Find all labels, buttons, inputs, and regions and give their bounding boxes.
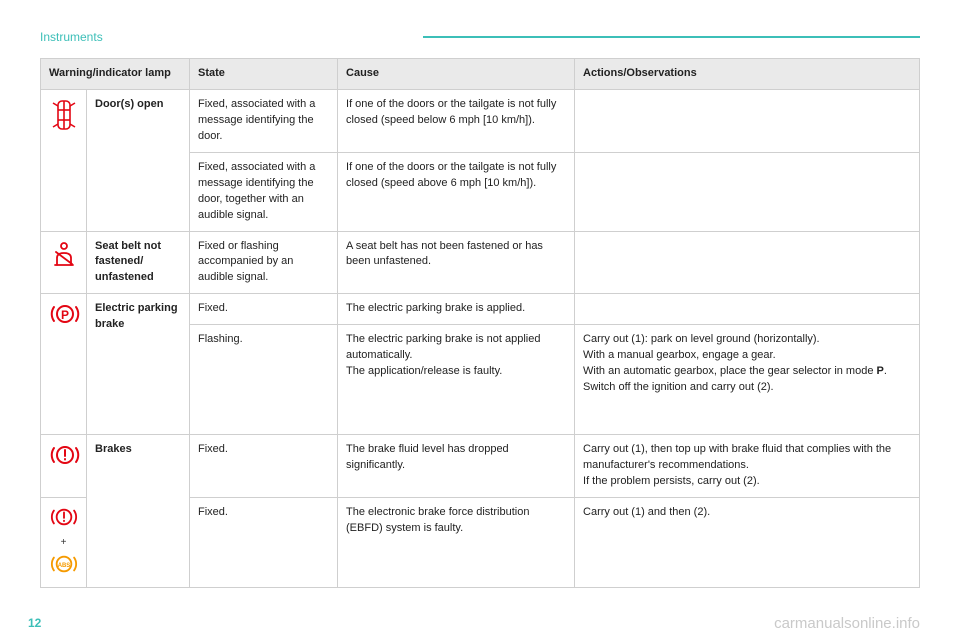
- col-lamp: Warning/indicator lamp: [41, 59, 190, 90]
- row-name-door: Door(s) open: [87, 89, 190, 231]
- section-header: Instruments: [40, 30, 920, 44]
- cell-cause: The electric parking brake is applied.: [338, 294, 575, 325]
- svg-text:ABS: ABS: [58, 562, 71, 568]
- action-line: With a manual gearbox, engage a gear.: [583, 349, 776, 361]
- row-name-parking: Electric parking brake: [87, 294, 190, 435]
- cell-actions: [575, 89, 920, 152]
- cell-state: Fixed or flashing accompanied by an audi…: [190, 231, 338, 294]
- cell-actions: Carry out (1) and then (2).: [575, 498, 920, 588]
- cell-cause: The brake fluid level has dropped signif…: [338, 435, 575, 498]
- page: Instruments Warning/indicator lamp State…: [0, 0, 960, 640]
- cell-cause: If one of the doors or the tailgate is n…: [338, 89, 575, 152]
- parking-brake-icon: P: [49, 302, 81, 326]
- mode-p: P: [877, 365, 884, 377]
- cell-state: Fixed.: [190, 294, 338, 325]
- col-cause: Cause: [338, 59, 575, 90]
- table-header-row: Warning/indicator lamp State Cause Actio…: [41, 59, 920, 90]
- action-line: .: [884, 365, 887, 377]
- accent-bar: [423, 36, 920, 38]
- cell-state: Fixed, associated with a message identif…: [190, 152, 338, 231]
- action-line: Carry out (1): park on level ground (hor…: [583, 333, 820, 345]
- abs-icon: ABS: [49, 553, 79, 575]
- cell-state: Flashing.: [190, 325, 338, 435]
- table-row: Seat belt not fastened/ unfastened Fixed…: [41, 231, 920, 294]
- table-row: Brakes Fixed. The brake fluid level has …: [41, 435, 920, 498]
- icon-cell-brakes-abs: + ABS: [41, 498, 87, 588]
- icon-cell-door: [41, 89, 87, 231]
- watermark: carmanualsonline.info: [774, 615, 920, 632]
- cell-cause: The electric parking brake is not applie…: [338, 325, 575, 435]
- cell-state: Fixed, associated with a message identif…: [190, 89, 338, 152]
- warning-lamp-table: Warning/indicator lamp State Cause Actio…: [40, 58, 920, 588]
- svg-text:P: P: [61, 308, 69, 322]
- page-number: 12: [28, 616, 41, 630]
- cell-cause: The electronic brake force distribution …: [338, 498, 575, 588]
- brake-warning-icon: [49, 506, 79, 528]
- cell-cause: A seat belt has not been fastened or has…: [338, 231, 575, 294]
- table-row: Door(s) open Fixed, associated with a me…: [41, 89, 920, 152]
- cell-actions: Carry out (1): park on level ground (hor…: [575, 325, 920, 435]
- seatbelt-icon: [51, 240, 77, 268]
- cell-state: Fixed.: [190, 435, 338, 498]
- icon-cell-seatbelt: [41, 231, 87, 294]
- cell-state: Fixed.: [190, 498, 338, 588]
- col-actions: Actions/Observations: [575, 59, 920, 90]
- plus-icon: +: [49, 536, 78, 551]
- cell-actions: [575, 152, 920, 231]
- row-name-brakes: Brakes: [87, 435, 190, 588]
- door-open-icon: [50, 98, 78, 132]
- icon-cell-brakes: [41, 435, 87, 498]
- cell-cause: If one of the doors or the tailgate is n…: [338, 152, 575, 231]
- action-line: With an automatic gearbox, place the gea…: [583, 365, 877, 377]
- brake-warning-icon: [49, 443, 81, 467]
- cell-actions: [575, 231, 920, 294]
- row-name-seatbelt: Seat belt not fastened/ unfastened: [87, 231, 190, 294]
- col-state: State: [190, 59, 338, 90]
- action-line: Switch off the ignition and carry out (2…: [583, 381, 774, 393]
- cell-actions: Carry out (1), then top up with brake fl…: [575, 435, 920, 498]
- section-title-text: Instruments: [40, 30, 103, 44]
- table-row: P Electric parking brake Fixed. The elec…: [41, 294, 920, 325]
- icon-cell-parking: P: [41, 294, 87, 435]
- cell-actions: [575, 294, 920, 325]
